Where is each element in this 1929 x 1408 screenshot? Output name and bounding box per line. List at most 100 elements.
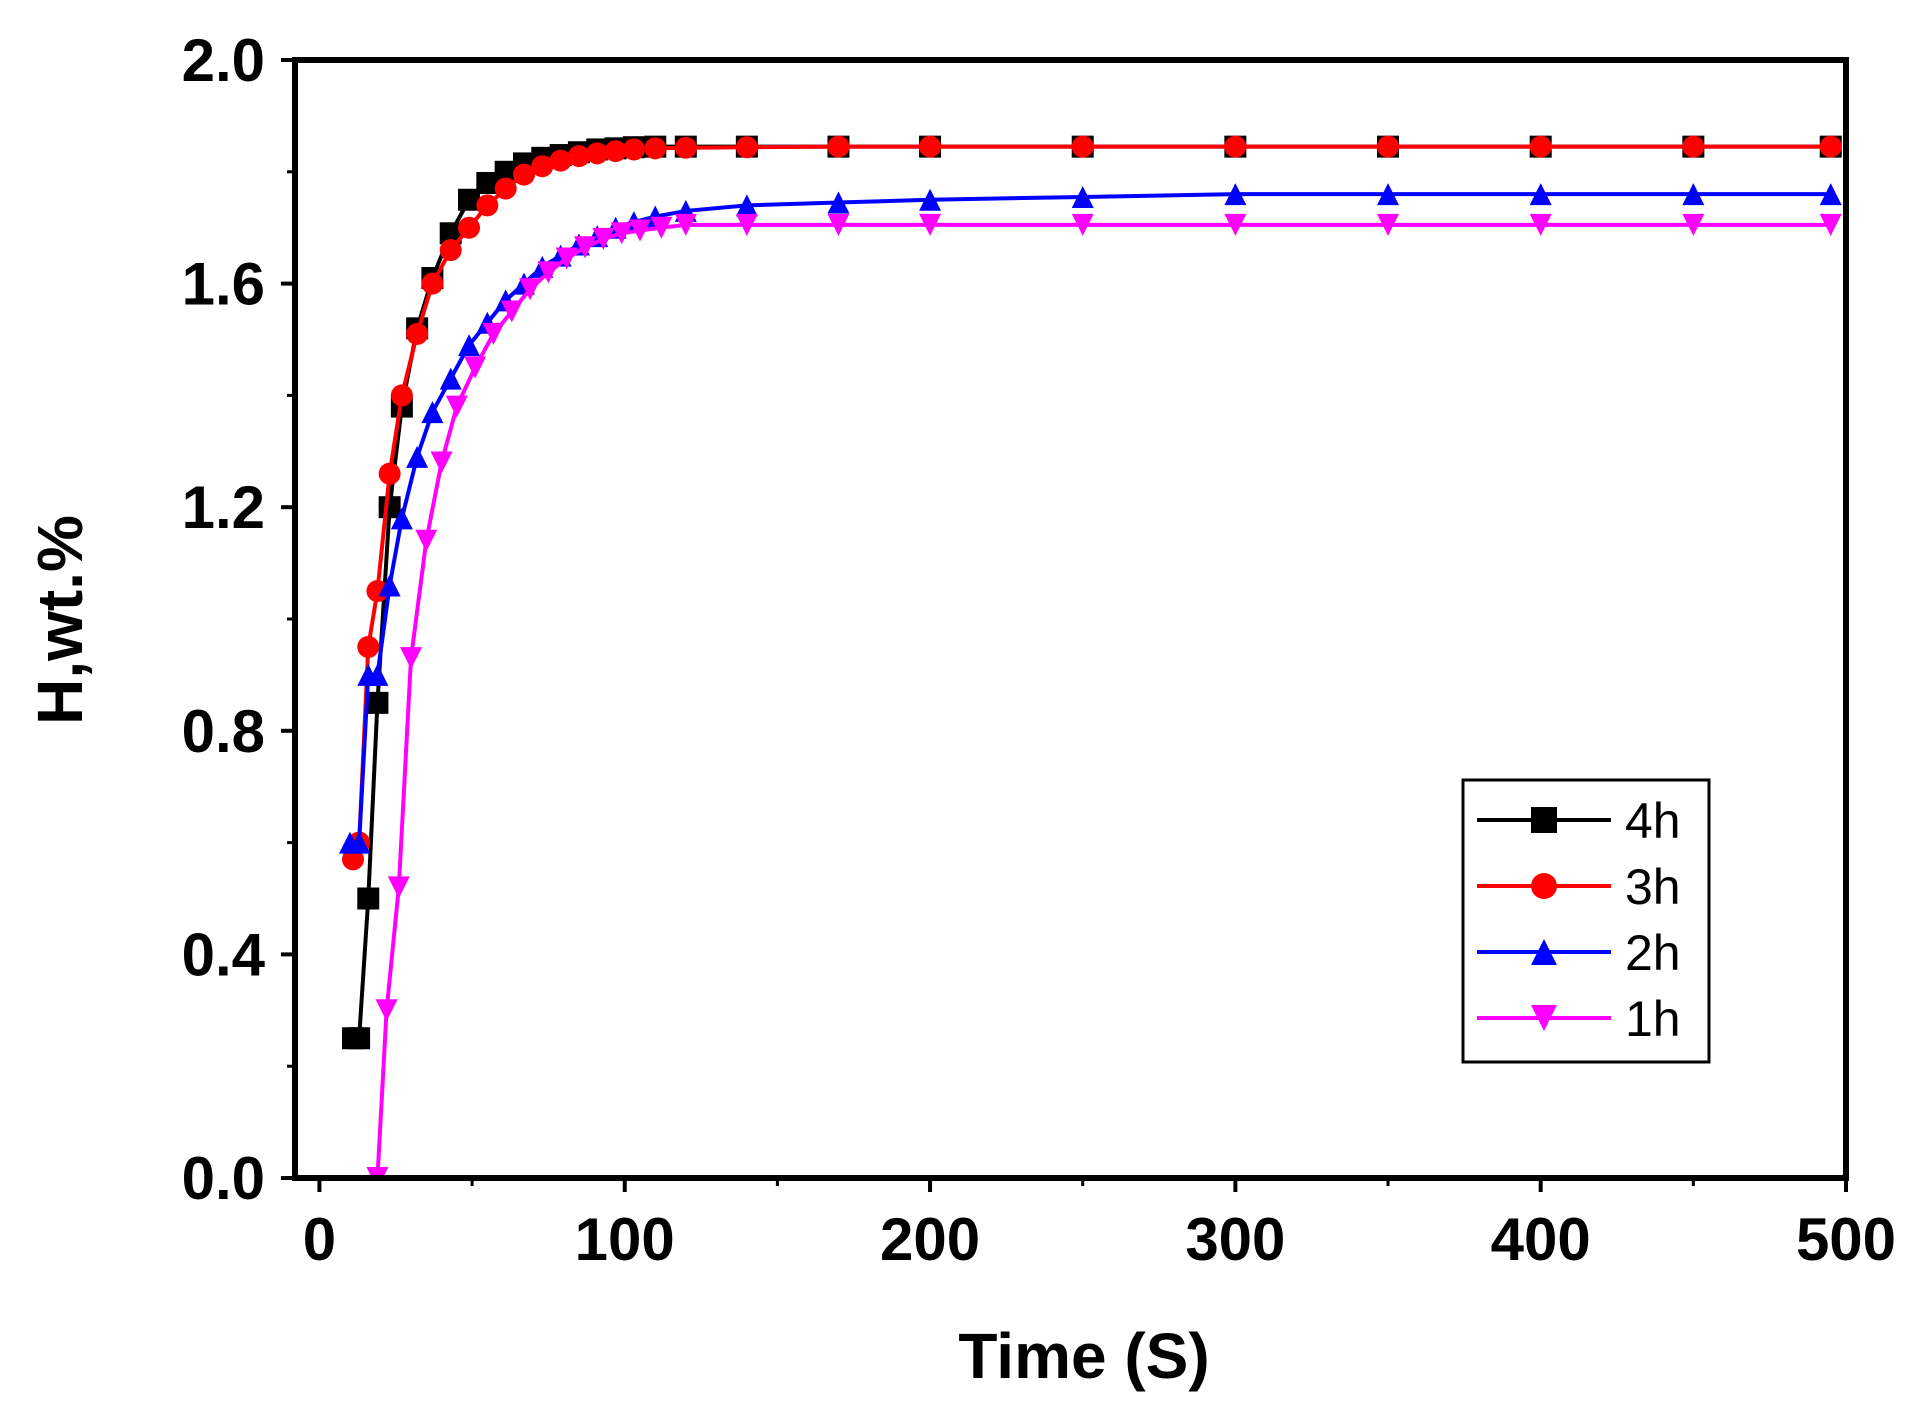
plot-area: [338, 135, 1842, 1178]
legend-3h-label: 3h: [1625, 859, 1681, 915]
series-2h-point: [1224, 183, 1247, 206]
series-3h-point: [439, 239, 462, 262]
series-3h-point: [567, 145, 590, 168]
series-4h-point: [357, 887, 380, 910]
series-2h-point: [827, 191, 850, 214]
series-1h-point: [375, 999, 398, 1022]
x-tick-label: 400: [1491, 1206, 1591, 1273]
series-2h-point: [378, 574, 401, 597]
series-1h-point: [500, 300, 523, 323]
series-2h-point: [366, 663, 389, 686]
series-2h-point: [919, 188, 942, 211]
legend-1h-marker: [1531, 1005, 1557, 1031]
series-3h-point: [357, 635, 380, 658]
series-3h-point: [644, 137, 667, 160]
series-3h-point: [531, 155, 554, 178]
series-1h-point: [629, 219, 652, 242]
series-2h-point: [439, 367, 462, 390]
series-1h-point: [1071, 213, 1094, 236]
series-3h-point: [604, 140, 627, 163]
y-tick-label: 1.2: [182, 474, 265, 541]
series-1h-point: [445, 395, 468, 418]
series-1h-point: [592, 227, 615, 250]
legend-box: [1461, 778, 1711, 1064]
series-3h-point: [494, 177, 517, 200]
series-1h-point: [415, 529, 438, 552]
series-2h-point: [348, 831, 371, 854]
series-1h-point: [387, 876, 410, 899]
series-4h-point: [494, 160, 517, 183]
series-2h-point: [1819, 183, 1842, 206]
series-3h-point: [919, 135, 942, 158]
y-axis-title: H,wt.%: [24, 515, 96, 725]
legend-4h-label: 4h: [1625, 793, 1681, 849]
series-3h-point: [1071, 135, 1094, 158]
series-1h-point: [430, 451, 453, 474]
x-tick-label: 200: [880, 1206, 980, 1273]
legend-3h-marker: [1531, 873, 1557, 899]
series-3h-point: [1682, 135, 1705, 158]
axes: 0 100 200 300 400 500 0.0 0.4 0.8 1.2 1.6 2.0: [182, 27, 1896, 1273]
legend-4h-marker: [1531, 807, 1557, 833]
series-3h-point: [1224, 135, 1247, 158]
series-3h-point: [1529, 135, 1552, 158]
series-3h-point: [549, 149, 572, 172]
series-2h-point: [390, 507, 413, 530]
series-1h-line: [375, 222, 1831, 1178]
series-3h-point: [674, 136, 697, 159]
series-2h-point: [458, 334, 481, 357]
y-tick-label: 0.0: [182, 1145, 265, 1212]
series-1h-point: [827, 213, 850, 236]
y-tick-label: 0.4: [182, 921, 266, 988]
series-3h-point: [378, 462, 401, 485]
series-3h-point: [476, 194, 499, 217]
legend-2h-label: 2h: [1625, 925, 1681, 981]
series-1h-point: [519, 278, 542, 301]
series-4h-point: [476, 171, 499, 194]
series-1h-point: [919, 213, 942, 236]
series-1h-point: [735, 213, 758, 236]
x-tick-label: 500: [1796, 1206, 1896, 1273]
series-3h-point: [512, 163, 535, 186]
series-2h-point: [406, 445, 429, 468]
x-axis-title: Time (S): [958, 1320, 1209, 1392]
series-3h-point: [390, 384, 413, 407]
series-3h-point: [421, 272, 444, 295]
series-1h-point: [1377, 213, 1400, 236]
series-4h-point: [366, 691, 389, 714]
series-3h-point: [1377, 135, 1400, 158]
series-group: [338, 135, 1842, 1178]
series-1h-point: [555, 247, 578, 270]
series-1h-point: [464, 356, 487, 379]
series-1h-point: [1529, 213, 1552, 236]
series-1h-point: [574, 236, 597, 259]
series-1h-point: [1682, 213, 1705, 236]
series-3h-point: [406, 322, 429, 345]
series-4h-point: [348, 1027, 371, 1050]
series-1h-point: [674, 213, 697, 236]
series-1h-point: [650, 216, 673, 239]
series-1h-point: [610, 222, 633, 245]
legend-2h-marker: [1531, 939, 1557, 965]
series-3h-point: [1819, 135, 1842, 158]
series-4h-point: [378, 496, 401, 519]
series-1h-point: [400, 647, 423, 670]
series-3h-point: [586, 142, 609, 165]
series-2h-point: [735, 194, 758, 217]
y-tick-label: 0.8: [182, 698, 265, 765]
x-tick-label: 0: [303, 1206, 336, 1273]
series-2h-point: [1377, 183, 1400, 206]
legend: 4h 3h 2h 1h: [1461, 778, 1711, 1064]
series-2h-point: [1071, 185, 1094, 208]
series-3h-point: [366, 580, 389, 603]
series-3h-point: [622, 138, 645, 161]
series-2h-point: [421, 401, 444, 424]
legend-1h-label: 1h: [1625, 991, 1681, 1047]
series-2h-line: [349, 192, 1831, 845]
series-2h-point: [1682, 183, 1705, 206]
series-3h-point: [342, 848, 365, 871]
series-1h-point: [1224, 213, 1247, 236]
series-4h-point: [458, 188, 481, 211]
y-tick-label: 1.6: [182, 251, 265, 318]
